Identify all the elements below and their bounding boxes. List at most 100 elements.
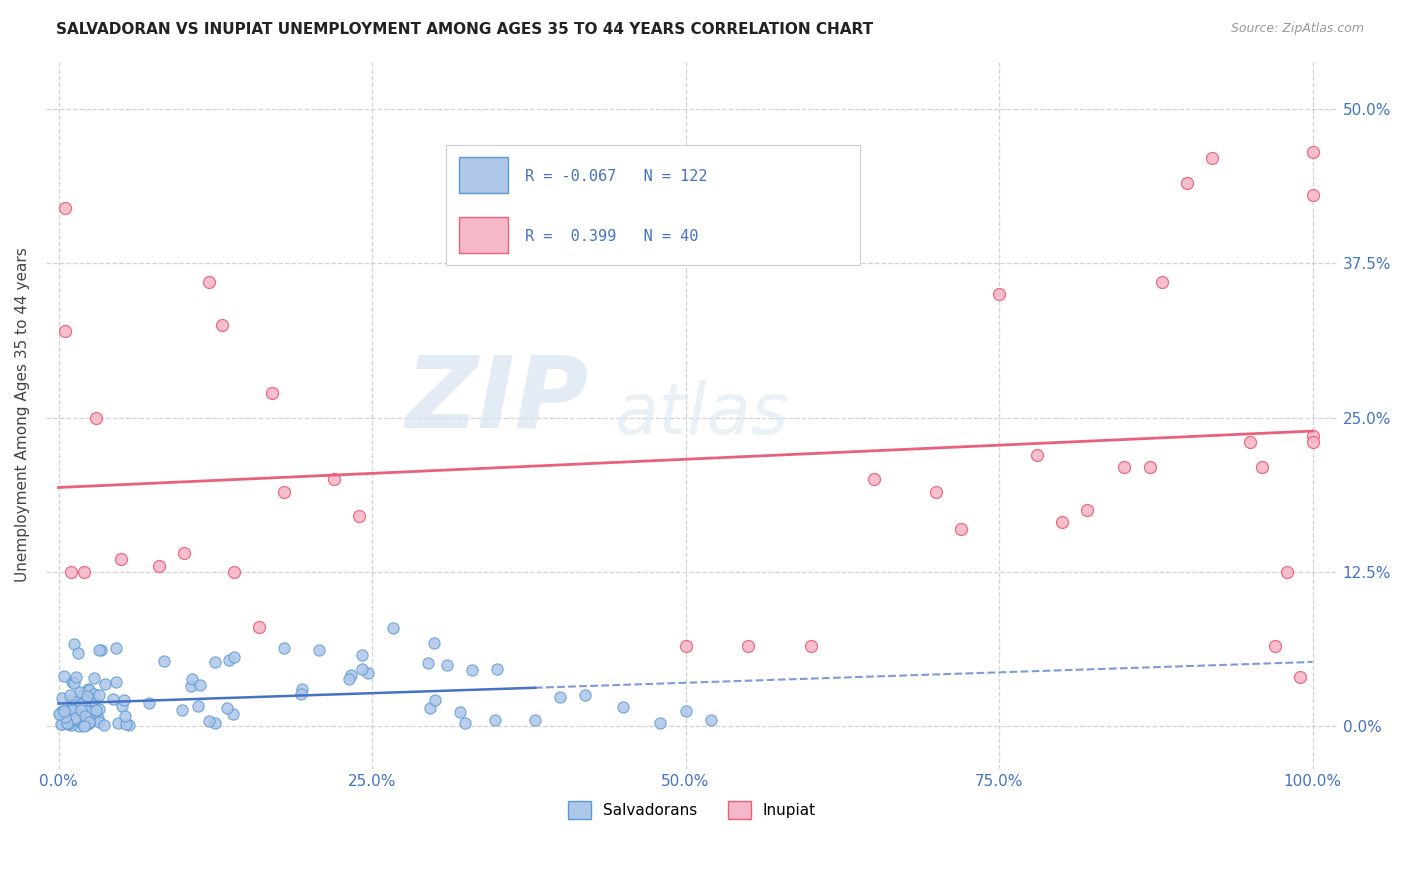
Point <box>737 639 759 653</box>
Point <box>352 648 374 663</box>
Point <box>53 709 76 723</box>
Point <box>59 713 82 727</box>
Point <box>699 713 721 727</box>
Point <box>84 703 107 717</box>
Point <box>211 318 233 332</box>
Point <box>53 704 76 718</box>
Point <box>72 689 94 703</box>
Point <box>107 715 129 730</box>
Point <box>181 673 204 687</box>
Point <box>340 668 363 682</box>
Point <box>290 687 312 701</box>
Point <box>65 711 87 725</box>
Point <box>1289 670 1312 684</box>
Point <box>93 717 115 731</box>
Point <box>260 385 283 400</box>
Point <box>56 716 79 731</box>
Point <box>63 676 86 690</box>
Point <box>675 704 697 718</box>
Point <box>1114 459 1136 474</box>
Point <box>72 717 94 731</box>
Point <box>65 713 87 727</box>
Point <box>87 711 110 725</box>
Point <box>198 714 221 729</box>
Point <box>204 715 226 730</box>
Point <box>105 674 128 689</box>
Point <box>77 681 100 696</box>
Point <box>650 716 672 731</box>
Point <box>352 663 374 677</box>
Point <box>83 687 105 701</box>
Point <box>1139 459 1161 474</box>
Point <box>1302 145 1324 160</box>
Point <box>222 650 245 665</box>
Point <box>273 484 295 499</box>
Point <box>51 716 73 731</box>
Point <box>65 713 87 727</box>
Point <box>1302 435 1324 450</box>
Point <box>94 677 117 691</box>
Point <box>67 719 90 733</box>
Point <box>69 704 91 718</box>
Text: SALVADORAN VS INUPIAT UNEMPLOYMENT AMONG AGES 35 TO 44 YEARS CORRELATION CHART: SALVADORAN VS INUPIAT UNEMPLOYMENT AMONG… <box>56 22 873 37</box>
Point <box>1302 429 1324 443</box>
Point <box>53 201 76 215</box>
Point <box>51 704 73 718</box>
Point <box>218 653 240 667</box>
Y-axis label: Unemployment Among Ages 35 to 44 years: Unemployment Among Ages 35 to 44 years <box>15 247 30 582</box>
Point <box>63 637 86 651</box>
Point <box>1201 152 1223 166</box>
Point <box>59 693 82 707</box>
Point <box>51 708 73 723</box>
Point <box>66 646 89 660</box>
Point <box>77 682 100 697</box>
Point <box>1277 565 1299 579</box>
Point <box>1152 275 1174 289</box>
Point <box>76 689 98 703</box>
Point <box>60 703 83 717</box>
Point <box>72 686 94 700</box>
Point <box>222 707 245 722</box>
Point <box>291 681 314 696</box>
Point <box>173 546 195 560</box>
Point <box>436 658 458 673</box>
Point <box>118 718 141 732</box>
Point <box>60 565 83 579</box>
Point <box>357 665 380 680</box>
Point <box>110 552 132 566</box>
Point <box>65 671 87 685</box>
Point <box>79 695 101 709</box>
Point <box>89 714 111 729</box>
Point <box>77 708 100 723</box>
Point <box>486 662 509 676</box>
Point <box>52 669 75 683</box>
Point <box>70 697 93 711</box>
Point <box>87 643 110 657</box>
Point <box>461 663 484 677</box>
Point <box>800 639 823 653</box>
Point <box>574 688 596 702</box>
Point <box>484 713 506 727</box>
Point <box>222 565 245 579</box>
Legend: Salvadorans, Inupiat: Salvadorans, Inupiat <box>561 795 823 825</box>
Point <box>925 484 948 499</box>
Point <box>48 707 70 722</box>
Point <box>453 716 475 731</box>
Point <box>59 688 82 702</box>
Point <box>172 703 194 717</box>
Point <box>58 708 80 723</box>
Point <box>1302 188 1324 202</box>
Point <box>69 685 91 699</box>
Point <box>52 704 75 718</box>
Point <box>988 287 1011 301</box>
Point <box>65 707 87 722</box>
Point <box>950 522 973 536</box>
Point <box>56 717 79 731</box>
Point <box>72 710 94 724</box>
Point <box>84 712 107 726</box>
Point <box>59 717 82 731</box>
Point <box>337 672 360 686</box>
Point <box>58 711 80 725</box>
Point <box>416 657 439 671</box>
Point <box>1175 176 1198 190</box>
